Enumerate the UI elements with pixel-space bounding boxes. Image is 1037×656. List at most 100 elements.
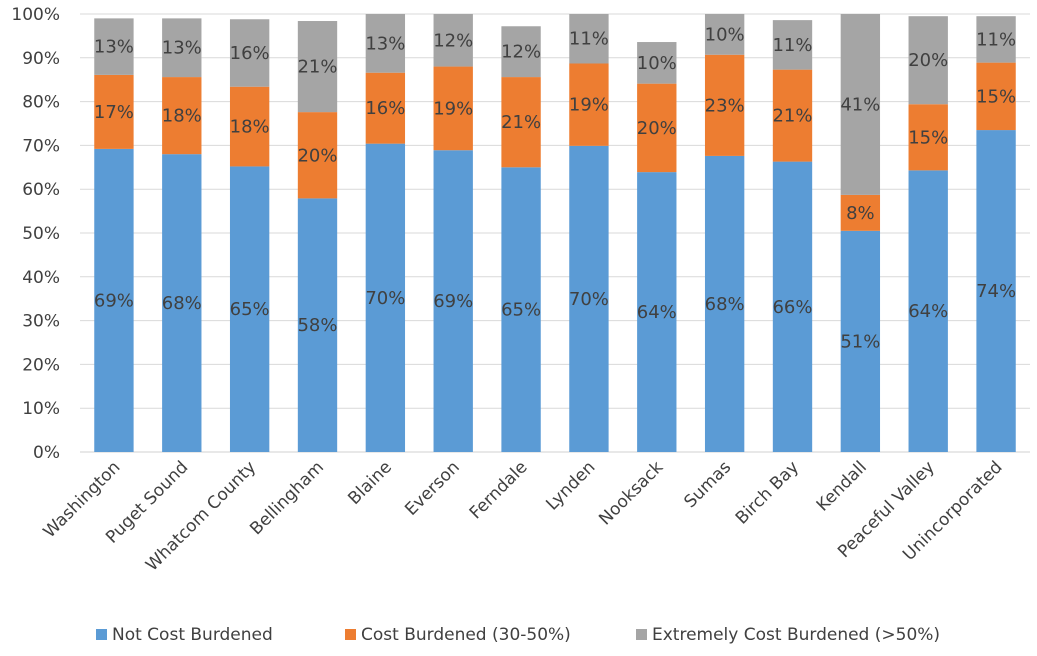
x-category-label: Kendall [813,457,871,515]
y-tick-label: 30% [22,312,60,332]
data-label: 19% [569,95,609,116]
bar-segment [365,72,406,144]
bar-segment [976,130,1016,452]
x-category-label: Everson [401,457,463,519]
data-label: 21% [297,57,337,78]
bar-segment [704,54,745,156]
x-category-label: Bellingham [246,457,328,539]
legend-label: Cost Burdened (30-50%) [361,625,571,645]
bar-segment [433,150,473,452]
bar-segment [908,170,948,452]
bar-segment [840,194,881,231]
bar-segment [433,14,473,67]
data-label: 66% [772,297,812,318]
data-label: 70% [569,289,609,310]
bar-segment [297,198,338,452]
data-label: 69% [433,291,473,312]
y-tick-label: 90% [22,49,60,69]
y-tick-label: 100% [11,5,60,25]
data-label: 13% [162,38,202,59]
bar-segment [569,145,609,452]
bar-segment [297,112,338,199]
bar-segment [365,14,406,73]
data-label: 65% [501,300,541,321]
bar-segment [772,20,813,70]
bar-segment [162,154,202,452]
y-tick-label: 60% [22,180,60,200]
bar-segment [229,86,270,167]
bars [94,14,1016,453]
data-label: 8% [846,203,875,224]
data-label: 21% [772,106,812,127]
data-label: 16% [365,98,405,119]
y-tick-label: 70% [22,136,60,156]
data-label: 13% [94,37,134,58]
legend-label: Extremely Cost Burdened (>50%) [652,625,940,645]
data-label: 20% [908,50,948,71]
data-label: 58% [297,315,337,336]
data-label: 70% [365,288,405,309]
bar-segment [908,104,948,171]
y-tick-label: 20% [22,355,60,375]
data-label: 51% [840,331,880,352]
bar-segment [501,26,541,78]
bar-segment [94,148,134,453]
legend-swatch [345,629,356,640]
legend-label: Not Cost Burdened [112,625,273,645]
data-label: 41% [840,94,880,115]
x-category-label: Blaine [344,457,395,508]
data-label: 68% [705,294,745,315]
data-label: 17% [94,102,134,123]
data-label: 19% [433,98,473,119]
data-label: 64% [908,301,948,322]
data-label: 11% [569,29,609,50]
data-label: 18% [162,106,202,127]
data-label: 21% [501,112,541,133]
gridlines [80,13,1030,453]
x-category-label: Sumas [680,457,735,512]
x-category-label: Lynden [542,457,599,514]
bar-segment [840,230,881,452]
y-tick-label: 0% [33,443,60,463]
bar-segment [637,172,677,453]
legend: Not Cost Burdened Cost Burdened (30-50%) E… [96,625,940,645]
data-label: 20% [297,145,337,166]
data-label: 11% [976,29,1016,50]
y-tick-label: 80% [22,93,60,113]
y-tick-label: 10% [22,399,60,419]
bar-segment [162,18,202,78]
data-label: 10% [705,24,745,45]
bar-segment [94,74,134,149]
data-label: 74% [976,281,1016,302]
legend-swatch [96,629,107,640]
bar-segment [976,16,1016,63]
data-label: 10% [637,53,677,74]
bar-segment [637,42,677,84]
data-label: 20% [637,118,677,139]
data-label: 11% [772,35,812,56]
legend-swatch [636,629,647,640]
data-label: 16% [230,43,270,64]
bar-segment [229,166,270,452]
bar-segment [365,143,406,452]
bar-segment [976,62,1016,131]
data-label: 12% [501,42,541,63]
x-category-label: Nooksack [595,457,667,529]
bar-segment [772,69,813,162]
bar-segment [908,16,948,105]
x-category-label: Ferndale [466,457,532,523]
bar-segment [297,21,338,113]
bar-segment [840,14,881,195]
bar-segment [704,14,745,55]
data-label: 69% [94,290,134,311]
bar-segment [433,66,473,151]
bar-segment [637,83,677,173]
data-label: 18% [230,117,270,138]
data-label: 15% [908,127,948,148]
y-tick-label: 50% [22,224,60,244]
bar-segment [704,155,745,453]
y-axis-tick-labels: 0% 10% 20% 30% 40% 50% 60% 70% 80% 90% 100% [11,5,60,463]
bar-segment [94,18,134,75]
bar-segment [501,77,541,168]
